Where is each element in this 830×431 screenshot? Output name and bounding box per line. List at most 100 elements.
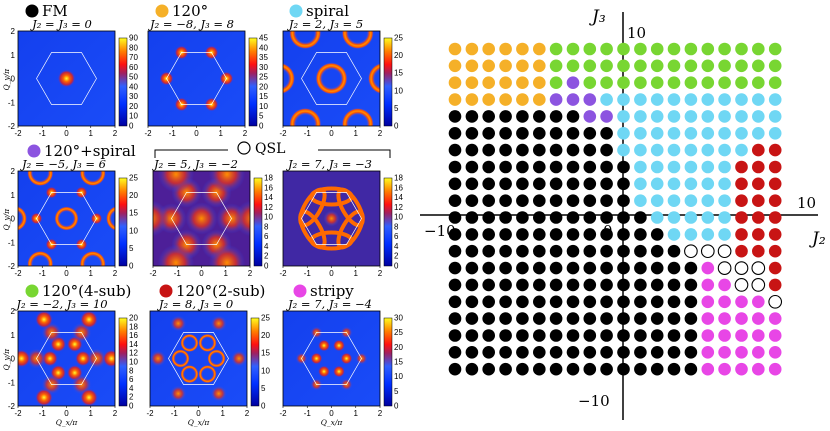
- phase-point: [566, 211, 580, 224]
- phase-point: [583, 93, 597, 106]
- colorbar-tick-label: 6: [264, 232, 269, 241]
- intensity-peak: [150, 350, 166, 367]
- phase-point: [718, 127, 731, 140]
- x-tick-label: 0: [196, 409, 201, 418]
- phase-point: [600, 261, 613, 275]
- phase-point: [533, 59, 546, 73]
- colorbar-tick-label: 20: [259, 82, 268, 91]
- phase-point: [448, 295, 462, 309]
- phase-point: [600, 362, 613, 376]
- phase-point: [701, 93, 715, 106]
- phase-point: [499, 93, 512, 106]
- phase-point: [566, 143, 580, 157]
- phase-point: [499, 127, 512, 140]
- phase-point: [482, 160, 496, 174]
- phase-point: [768, 127, 782, 140]
- phase-point: [533, 127, 546, 140]
- phase-point: [482, 42, 496, 56]
- j3-axis-label: J₃: [589, 7, 606, 27]
- intensity-peak: [198, 365, 217, 384]
- phase-point: [516, 76, 529, 89]
- phase-point: [499, 177, 512, 191]
- phase-point: [465, 278, 479, 292]
- colorbar-tick-label: 16: [394, 183, 403, 192]
- phase-point: [482, 211, 496, 224]
- intensity-peak: [333, 339, 345, 352]
- phase-point: [768, 261, 782, 275]
- phase-point: [482, 143, 496, 157]
- y-tick-label: 1: [11, 331, 16, 340]
- colorbar-tick-label: 16: [129, 331, 138, 340]
- colorbar: [250, 317, 260, 407]
- phase-point: [600, 295, 613, 309]
- colorbar-tick-label: 90: [129, 34, 138, 43]
- phase-point: [701, 110, 715, 123]
- phase-point: [583, 177, 597, 191]
- colorbar-tick-label: 8: [129, 366, 134, 375]
- phase-point: [516, 278, 529, 292]
- phase-point: [482, 278, 496, 292]
- intensity-peak: [198, 333, 217, 352]
- brillouin-zone: [36, 52, 97, 105]
- x-tick-label: 0: [329, 409, 334, 418]
- panel-title: spiral: [306, 2, 349, 20]
- y-tick-label: 0: [11, 215, 16, 224]
- x-axis-label: Q_x/π: [188, 418, 211, 427]
- phase-point: [549, 362, 563, 376]
- phase-point: [448, 93, 462, 106]
- intensity-peak: [368, 63, 380, 94]
- phase-point: [465, 346, 479, 359]
- phase-point: [533, 93, 546, 106]
- phase-point: [667, 59, 681, 73]
- phase-point: [752, 346, 765, 359]
- phase-point: [600, 194, 613, 207]
- colorbar: [383, 177, 393, 267]
- panel-params: J₂ = −8, J₃ = 8: [148, 17, 234, 31]
- phase-point: [701, 194, 715, 207]
- phase-point: [735, 177, 748, 191]
- intensity-peak: [341, 107, 374, 126]
- panel-params: J₂ = 2, J₃ = 5: [287, 17, 363, 31]
- phase-point: [752, 177, 765, 191]
- phase-point: [516, 244, 529, 258]
- phase-point: [634, 346, 647, 359]
- y-tick-label: -2: [8, 402, 16, 411]
- colorbar-tick-label: 4: [264, 242, 269, 251]
- phase-point: [768, 194, 782, 207]
- phase-point: [735, 194, 748, 207]
- colorbar-tick-label: 20: [394, 51, 403, 60]
- phase-point: [718, 93, 731, 106]
- phase-point: [634, 295, 647, 309]
- y-tick-label: 0: [11, 75, 16, 84]
- colorbar: [383, 37, 393, 127]
- colorbar-tick-label: 2: [394, 252, 399, 261]
- phase-point: [583, 228, 597, 241]
- phase-point: [718, 278, 731, 292]
- phase-point: [701, 76, 715, 89]
- intensity-peak: [180, 333, 199, 352]
- phase-point: [650, 76, 664, 89]
- phase-point: [701, 59, 715, 73]
- colorbar-tick-label: 10: [394, 86, 403, 95]
- x-tick-label: 2: [113, 409, 118, 418]
- phase-point: [533, 76, 546, 89]
- intensity-peak: [231, 350, 247, 367]
- x-tick-label: 0: [64, 129, 69, 138]
- phase-point: [549, 177, 563, 191]
- phase-point: [448, 244, 462, 258]
- phase-point: [448, 362, 462, 376]
- colorbar-tick-label: 14: [129, 340, 138, 349]
- phase-point: [600, 59, 613, 73]
- colorbar-tick-label: 60: [129, 63, 138, 72]
- phase-point: [650, 42, 664, 56]
- x-tick-label: 2: [378, 129, 383, 138]
- phase-point: [735, 143, 748, 157]
- colorbar-tick-label: 45: [259, 34, 268, 43]
- x-tick-label: -1: [171, 409, 179, 418]
- phase-point: [634, 194, 647, 207]
- phase-point: [516, 312, 529, 325]
- phase-point: [448, 76, 462, 89]
- phase-point: [718, 211, 731, 224]
- phase-point: [583, 59, 597, 73]
